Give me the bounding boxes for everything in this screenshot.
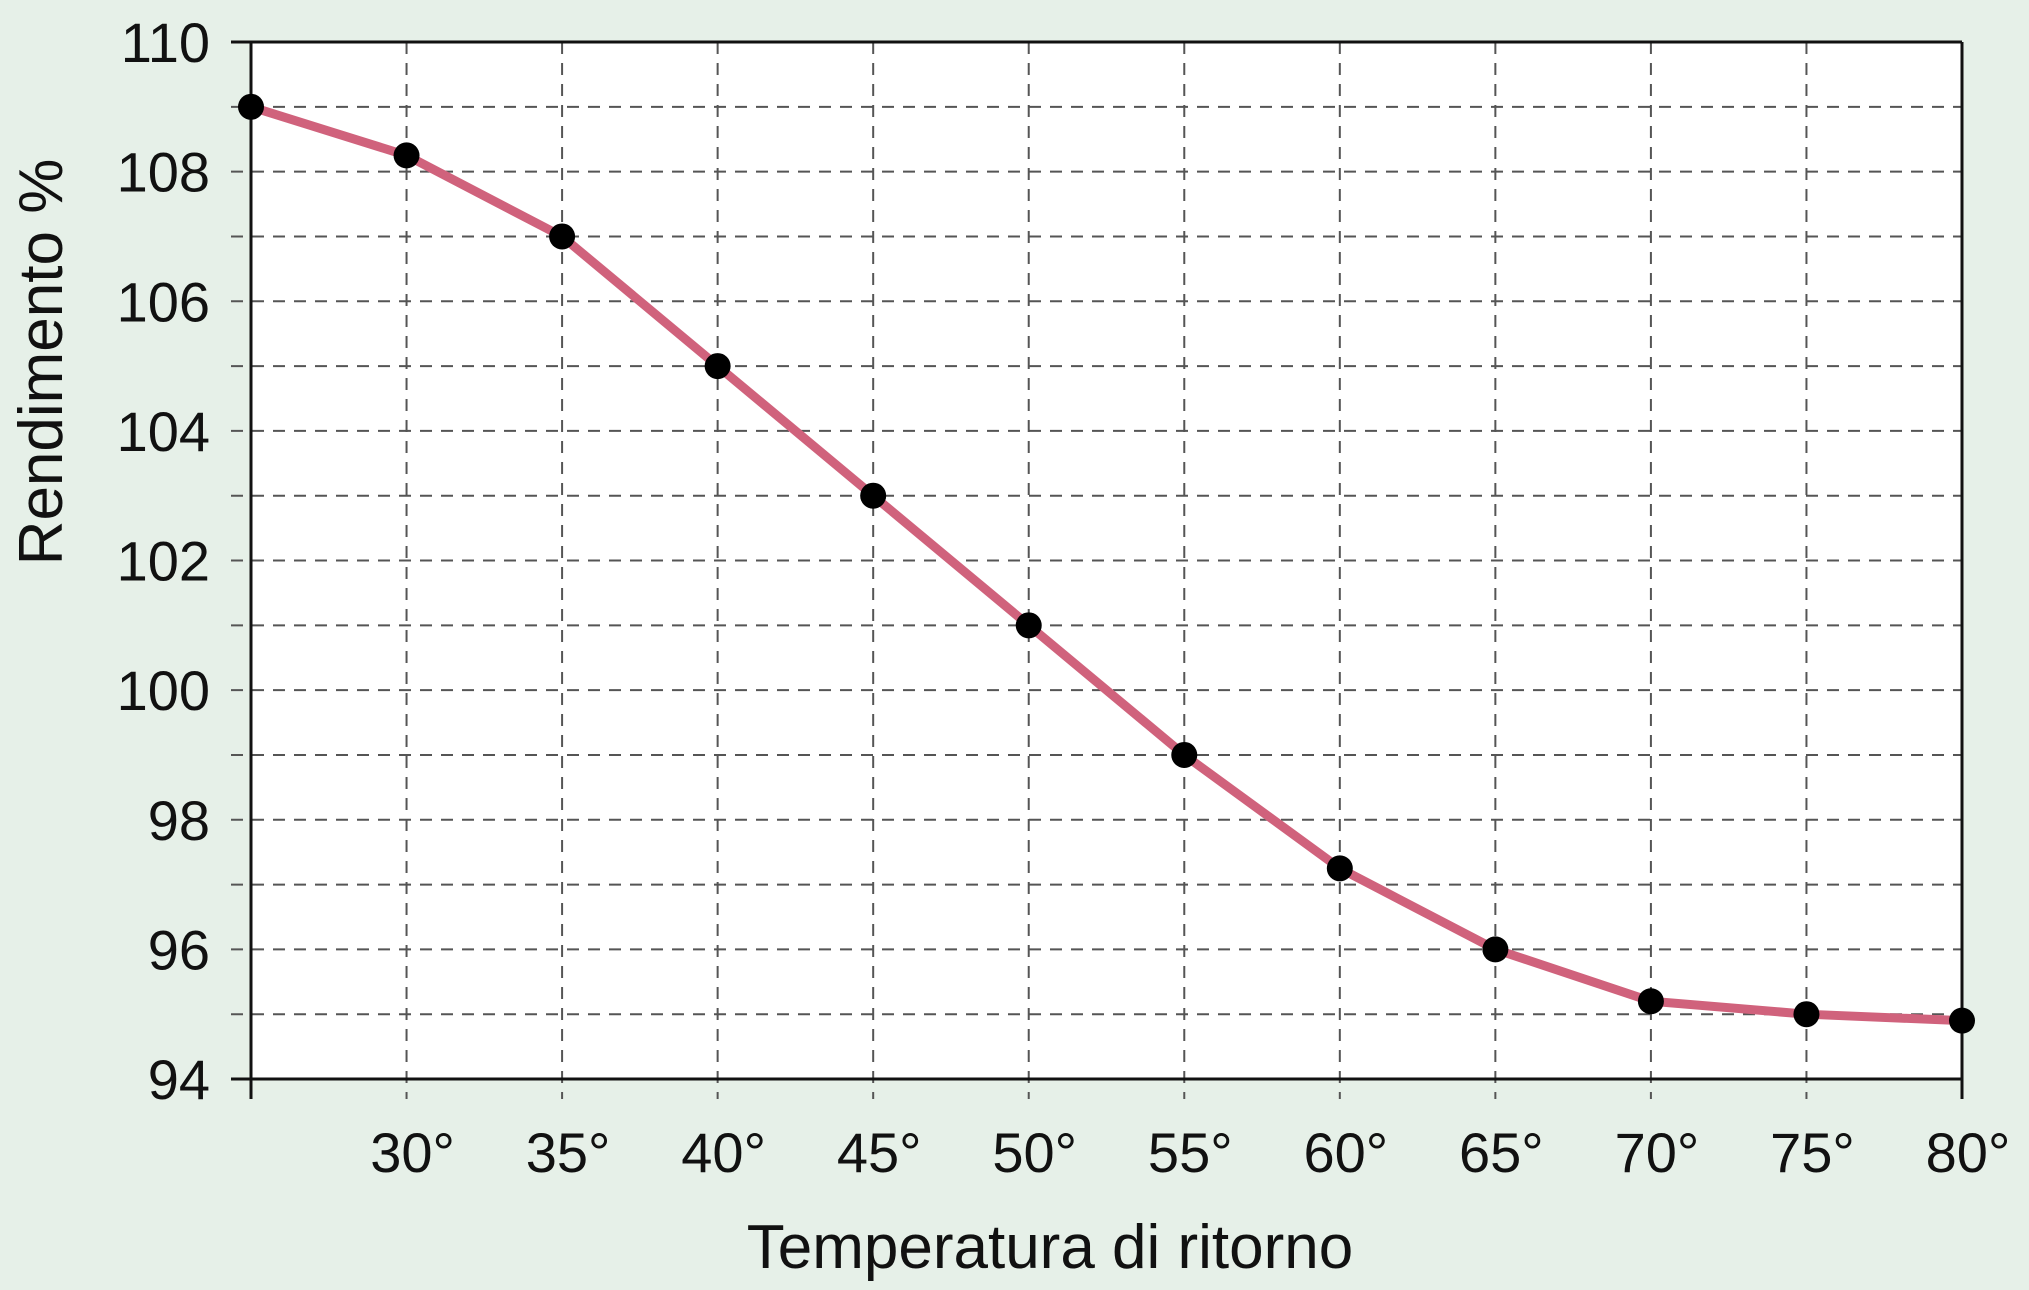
data-point: [1793, 1001, 1820, 1028]
y-tick-label: 104: [117, 400, 210, 463]
x-tick-label: 35°: [526, 1121, 611, 1184]
axes: [231, 40, 1964, 1099]
data-point: [1949, 1007, 1975, 1034]
y-tick-label: 102: [117, 530, 210, 593]
data-point: [860, 482, 887, 509]
y-tick-label: 110: [121, 11, 210, 74]
y-axis-tick-labels: 94 96 98 100 102 104 106 108 110: [117, 11, 210, 1111]
x-axis-title: Temperatura di ritorno: [747, 1213, 1354, 1282]
y-tick-label: 100: [117, 659, 210, 722]
x-tick-label: 80°: [1926, 1121, 2011, 1184]
data-point: [549, 223, 576, 250]
x-tick-label: 50°: [992, 1121, 1077, 1184]
data-point: [1482, 936, 1509, 963]
data-point: [393, 142, 420, 169]
data-point: [1326, 855, 1353, 882]
data-point: [704, 353, 731, 380]
x-tick-label: 70°: [1615, 1121, 1700, 1184]
data-point: [238, 93, 264, 120]
y-tick-label: 98: [148, 789, 210, 852]
y-tick-label: 108: [117, 141, 210, 204]
y-axis-title: Rendimento %: [7, 159, 76, 566]
x-tick-label: 45°: [837, 1121, 922, 1184]
y-tick-label: 106: [117, 270, 210, 333]
series-line: [246, 102, 1967, 1026]
x-tick-label: 60°: [1303, 1121, 1388, 1184]
data-point-markers: [238, 93, 1975, 1034]
x-tick-label: 55°: [1148, 1121, 1233, 1184]
x-tick-label: 40°: [681, 1121, 766, 1184]
data-point: [1637, 988, 1664, 1015]
y-tick-label: 94: [148, 1048, 210, 1111]
x-tick-label: 75°: [1770, 1121, 1855, 1184]
y-tick-label: 96: [148, 918, 210, 981]
data-point: [1171, 741, 1198, 768]
x-tick-label: 65°: [1459, 1121, 1544, 1184]
grid-lines: [231, 42, 1962, 1099]
x-axis-tick-labels: 30° 35° 40° 45° 50° 55° 60° 65° 70° 75° 80°: [370, 1121, 2010, 1184]
data-point: [1015, 612, 1042, 639]
x-tick-label: 30°: [370, 1121, 455, 1184]
